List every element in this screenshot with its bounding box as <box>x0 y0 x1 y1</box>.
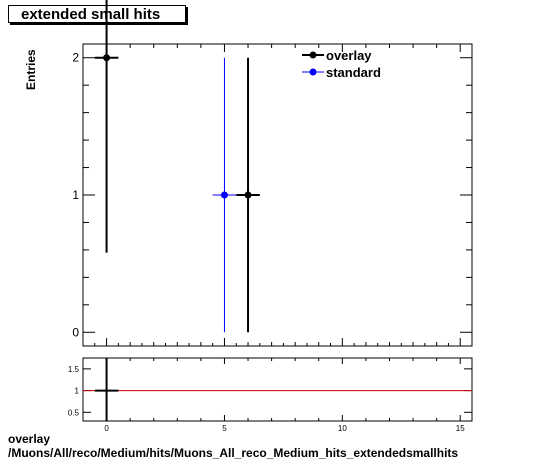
ratio-x-tick-label: 5 <box>222 424 227 433</box>
main-plot-frame <box>82 43 473 347</box>
overlay-point <box>103 54 111 62</box>
ratio-plot-frame <box>82 357 473 422</box>
legend-marker-standard <box>309 68 317 76</box>
ratio-x-tick-label: 15 <box>456 424 465 433</box>
main-plot: 0 1 2 <box>72 0 473 347</box>
ratio-y-tick-label: 1 <box>75 387 80 396</box>
y-tick-label: 0 <box>72 325 79 339</box>
ratio-y-tick-label: 0.5 <box>68 408 80 417</box>
overlay-point <box>244 191 252 199</box>
footer-line-1: overlay <box>8 432 51 446</box>
legend: overlay standard <box>302 48 381 80</box>
standard-point <box>220 191 228 199</box>
legend-marker-overlay <box>309 51 317 59</box>
ratio-x-tick-label: 10 <box>338 424 347 433</box>
y-tick-label: 1 <box>72 188 79 202</box>
ratio-x-tick-label: 0 <box>104 424 109 433</box>
footer-line-2: /Muons/All/reco/Medium/hits/Muons_All_re… <box>8 446 459 460</box>
legend-label-standard: standard <box>326 65 381 80</box>
chart-title: extended small hits <box>8 5 186 23</box>
ratio-y-tick-label: 1.5 <box>68 365 80 374</box>
legend-label-overlay: overlay <box>326 48 372 63</box>
ratio-plot: 0 5 10 15 0.5 1 1.5 <box>68 357 473 433</box>
y-tick-label: 2 <box>72 51 79 65</box>
